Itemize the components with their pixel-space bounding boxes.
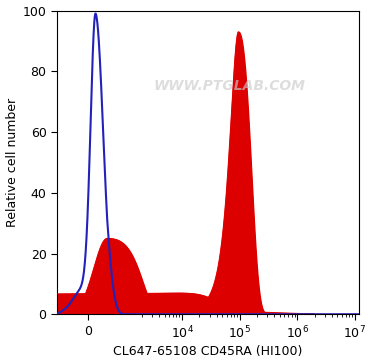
Text: WWW.PTGLAB.COM: WWW.PTGLAB.COM [153,79,305,94]
Y-axis label: Relative cell number: Relative cell number [6,98,19,227]
X-axis label: CL647-65108 CD45RA (HI100): CL647-65108 CD45RA (HI100) [113,345,303,359]
